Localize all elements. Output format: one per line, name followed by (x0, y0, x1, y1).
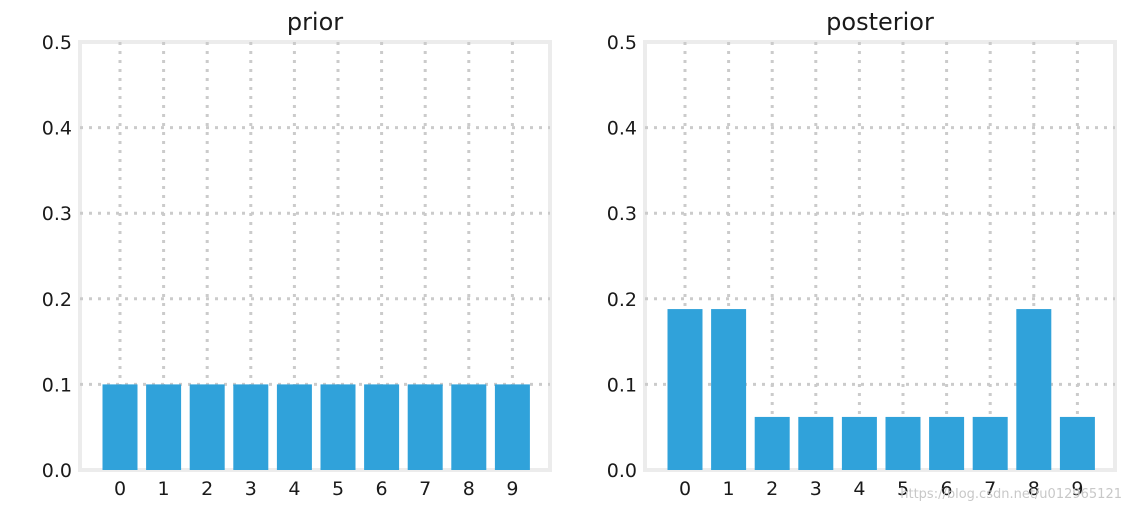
x-tick-label: 8 (1028, 478, 1040, 500)
x-tick-label: 3 (810, 478, 822, 500)
watermark-text: https://blog.csdn.net/u012965121 (900, 487, 1122, 502)
x-tick-label: 4 (288, 478, 300, 500)
x-tick-label: 2 (766, 478, 778, 500)
posterior-panel: 0.0 0.1 0.2 0.3 0.4 0.5 0 1 2 3 4 5 6 7 8 9 posterior (607, 8, 1117, 500)
y-tick-label: 0.3 (607, 203, 637, 225)
bar-0 (667, 309, 703, 470)
y-tick-label: 0.0 (42, 460, 72, 482)
bar-4 (841, 416, 877, 470)
bar-8 (1016, 309, 1052, 470)
bar-9 (1059, 416, 1095, 470)
bar-8 (451, 384, 487, 470)
bar-2 (189, 384, 225, 470)
x-tick-label: 4 (853, 478, 865, 500)
x-tick-label: 6 (941, 478, 953, 500)
x-tick-label: 1 (723, 478, 735, 500)
axes-frame (78, 40, 552, 472)
y-tick-label: 0.5 (42, 32, 72, 54)
bar-9 (494, 384, 530, 470)
x-tick-label: 8 (463, 478, 475, 500)
bar-6 (364, 384, 400, 470)
bar-3 (798, 416, 834, 470)
bar-5 (320, 384, 356, 470)
y-tick-label: 0.4 (42, 118, 72, 140)
x-tick-label: 3 (245, 478, 257, 500)
bar-0 (102, 384, 138, 470)
y-tick-label: 0.4 (607, 118, 637, 140)
x-tick-label: 7 (419, 478, 431, 500)
bar-5 (885, 416, 921, 470)
x-tick-label: 5 (332, 478, 344, 500)
bar-6 (929, 416, 965, 470)
bar-2 (754, 416, 790, 470)
x-tick-label: 5 (897, 478, 909, 500)
y-tick-label: 0.3 (42, 203, 72, 225)
x-tick-label: 6 (376, 478, 388, 500)
y-tick-label: 0.1 (42, 374, 72, 396)
bar-1 (711, 309, 747, 470)
x-tick-label: 0 (114, 478, 126, 500)
x-tick-label: 7 (984, 478, 996, 500)
x-tick-label: 1 (158, 478, 170, 500)
y-tick-label: 0.2 (42, 289, 72, 311)
y-tick-label: 0.5 (607, 32, 637, 54)
x-tick-label: 2 (201, 478, 213, 500)
x-tick-label: 0 (679, 478, 691, 500)
x-tick-label: 9 (506, 478, 518, 500)
y-tick-label: 0.1 (607, 374, 637, 396)
y-tick-label: 0.0 (607, 460, 637, 482)
prior-panel: 0.0 0.1 0.2 0.3 0.4 0.5 0 1 2 3 4 5 6 7 8 9 prior (42, 8, 552, 500)
bar-3 (233, 384, 269, 470)
bar-7 (407, 384, 443, 470)
bar-4 (276, 384, 312, 470)
bar-1 (146, 384, 182, 470)
bar-7 (972, 416, 1008, 470)
axes-frame (643, 40, 1117, 472)
x-tick-label: 9 (1071, 478, 1083, 500)
chart-title: prior (287, 8, 343, 36)
y-tick-label: 0.2 (607, 289, 637, 311)
chart-title: posterior (826, 8, 934, 36)
